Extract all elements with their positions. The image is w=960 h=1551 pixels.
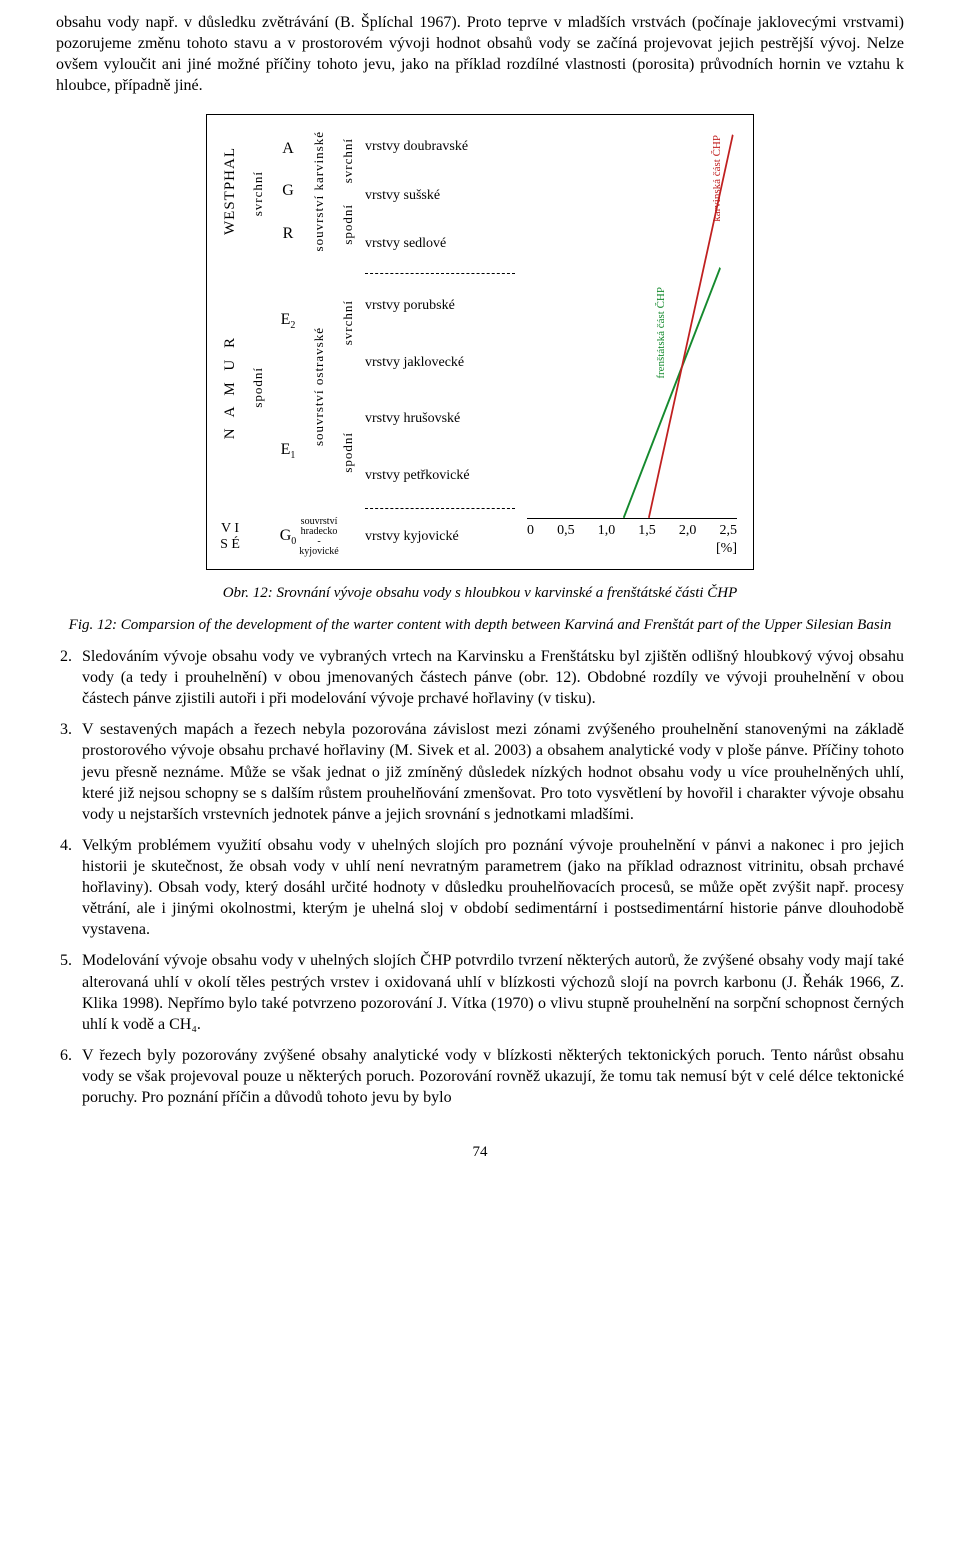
- letter-A: A: [282, 140, 294, 158]
- chart-svg: [527, 127, 737, 518]
- epoch-westphal: WESTPHAL: [222, 147, 239, 235]
- letter-E2: E2: [281, 311, 296, 331]
- list-item: V sestavených mapách a řezech nebyla poz…: [76, 719, 904, 825]
- caption-en: Fig. 12: Comparsion of the development o…: [56, 616, 904, 636]
- layer: vrstvy sedlové: [365, 224, 515, 264]
- intro-paragraph: obsahu vody např. v důsledku zvětrávání …: [56, 12, 904, 96]
- list-item: V řezech byly pozorovány zvýšené obsahy …: [76, 1045, 904, 1108]
- layer: vrstvy hrušovské: [365, 395, 515, 443]
- list-item: Modelování vývoje obsahu vody v uhelných…: [76, 950, 904, 1034]
- epoch-vise: V I S É: [219, 521, 241, 553]
- suite-bottom-c: -kyjovické: [299, 537, 338, 557]
- subsuite-2: spodní: [340, 204, 356, 245]
- layer: vrstvy jaklovecké: [365, 339, 515, 387]
- layer: vrstvy porubské: [365, 282, 515, 330]
- sub-lower: spodní: [250, 367, 266, 408]
- chart-plot: karvinská část ČHP frenštátská část ČHP …: [527, 127, 737, 557]
- letter-R: R: [283, 225, 294, 243]
- axis-unit: [%]: [527, 541, 737, 557]
- suite-ostravske: souvrství ostravské: [311, 327, 327, 446]
- caption-cz: Obr. 12: Srovnání vývoje obsahu vody s h…: [56, 584, 904, 604]
- tick: 1,0: [598, 523, 616, 539]
- page-number: 74: [56, 1144, 904, 1161]
- series-label-red: karvinská část ČHP: [711, 135, 723, 222]
- tick: 0,5: [557, 523, 575, 539]
- suite-karvinske: souvrství karvinské: [311, 131, 327, 251]
- divider-dash: [365, 273, 515, 274]
- tick: 2,0: [679, 523, 697, 539]
- sub-upper: svrchní: [250, 171, 266, 216]
- series-label-green: frenštátská část ČHP: [655, 287, 667, 379]
- layer: vrstvy sušské: [365, 176, 515, 216]
- subsuite-4: spodní: [340, 432, 356, 473]
- divider-dash: [365, 508, 515, 509]
- tick: 2,5: [719, 523, 737, 539]
- layer: vrstvy kyjovické: [365, 517, 515, 557]
- subsuite-3: svrchní: [340, 300, 356, 345]
- letter-G: G: [282, 182, 294, 200]
- subsuite-1: svrchní: [340, 138, 356, 183]
- layer-names: vrstvy doubravské vrstvy sušské vrstvy s…: [365, 127, 515, 557]
- numbered-list: Sledováním vývoje obsahu vody ve vybraný…: [56, 646, 904, 1108]
- letter-G0: G0: [280, 527, 297, 547]
- letter-E1: E1: [281, 441, 296, 461]
- layer: vrstvy doubravské: [365, 127, 515, 167]
- figure-12: WESTPHAL N A M U R V I S É svrchní: [56, 114, 904, 570]
- epoch-namur: N A M U R: [222, 334, 239, 439]
- x-axis-ticks: 0 0,5 1,0 1,5 2,0 2,5: [527, 523, 737, 539]
- layer: vrstvy petřkovické: [365, 452, 515, 500]
- tick: 1,5: [638, 523, 656, 539]
- list-item: Velkým problémem využití obsahu vody v u…: [76, 835, 904, 941]
- tick: 0: [527, 523, 534, 539]
- list-item: Sledováním vývoje obsahu vody ve vybraný…: [76, 646, 904, 709]
